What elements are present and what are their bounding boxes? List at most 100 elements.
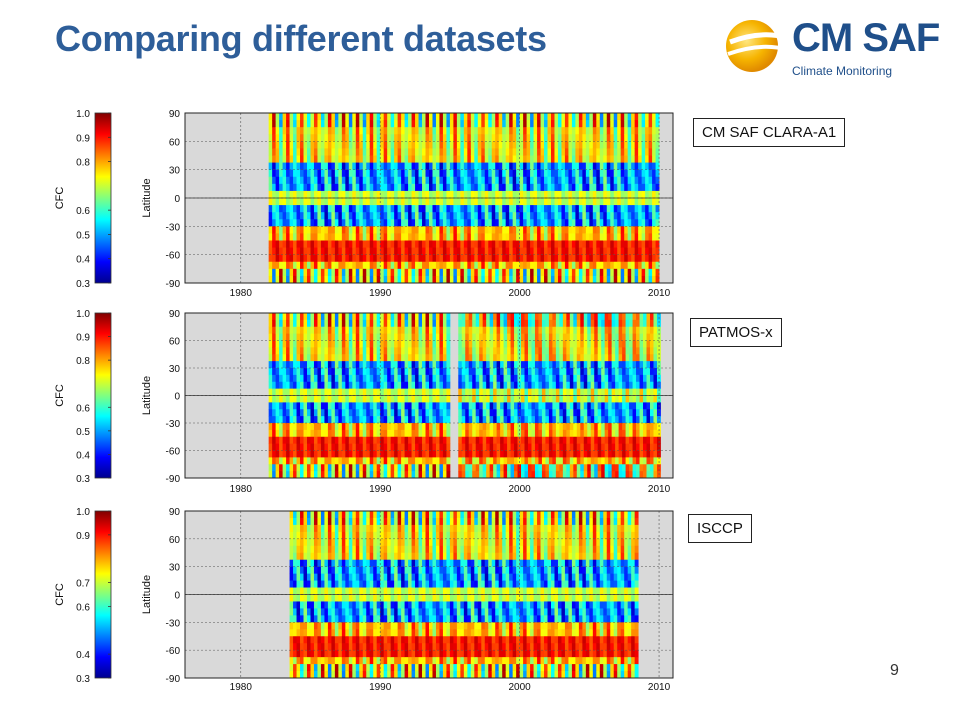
heatmap-cell [331,423,336,431]
heatmap-cell [531,409,536,417]
heatmap-cell [634,212,639,220]
heatmap-cell [583,464,588,472]
heatmap-cell [313,134,318,142]
heatmap-cell [383,395,388,403]
heatmap-cell [338,313,343,321]
heatmap-cell [387,254,392,263]
heatmap-cell [429,120,433,128]
heatmap-cell [286,333,290,341]
heatmap-cell [289,113,294,121]
heatmap-cell [272,354,277,362]
heatmap-cell [307,212,311,220]
heatmap-cell [334,148,339,156]
heatmap-cell [502,275,507,284]
heatmap-cell [415,190,419,199]
heatmap-cell [500,340,504,348]
heatmap-cell [561,212,566,220]
heatmap-cell [578,113,583,121]
heatmap-cell [564,240,569,248]
heatmap-cell [580,402,585,410]
heatmap-cell [461,361,466,369]
heatmap-cell [641,212,646,220]
heatmap-cell [603,233,608,241]
heatmap-cell [573,471,578,479]
heatmap-cell [310,429,315,438]
heatmap-cell [456,240,461,248]
heatmap-cell [538,319,543,328]
heatmap-cell [537,176,541,185]
heatmap-cell [484,261,489,270]
heatmap-cell [491,190,496,199]
heatmap-cell [286,226,290,234]
heatmap-cell [383,176,388,185]
heatmap-cell [279,120,283,128]
heatmap-cell [491,261,496,270]
heatmap-cell [582,169,587,178]
heatmap-cell [582,268,587,277]
heatmap-cell [481,183,486,192]
heatmap-cell [491,254,496,263]
heatmap-cell [359,162,364,171]
heatmap-cell [552,423,557,431]
heatmap-cell [422,381,426,390]
heatmap-cell [435,176,440,185]
heatmap-cell [408,155,412,163]
heatmap-cell [514,361,518,369]
heatmap-cell [435,326,440,335]
heatmap-cell [296,162,301,171]
heatmap-cell [544,176,548,185]
heatmap-cell [484,162,489,171]
heatmap-cell [461,368,466,376]
heatmap-cell [324,429,329,438]
heatmap-cell [589,240,594,248]
heatmap-cell [596,226,601,234]
heatmap-cell [530,120,534,128]
heatmap-cell [601,333,606,341]
heatmap-cell [446,368,451,376]
heatmap-cell [303,155,308,163]
heatmap-cell [422,326,426,335]
heatmap-cell [516,275,521,284]
heatmap-cell [566,361,571,369]
heatmap-cell [516,127,521,135]
heatmap-cell [463,233,468,241]
heatmap-cell [439,190,444,199]
heatmap-cell [390,457,395,465]
heatmap-cell [524,347,529,355]
heatmap-cell [571,183,576,192]
heatmap-cell [481,233,486,241]
heatmap-cell [334,354,339,362]
heatmap-cell [289,261,294,270]
heatmap-cell [355,268,360,277]
heatmap-cell [533,141,538,149]
heatmap-cell [573,347,578,355]
heatmap-cell [458,464,463,472]
heatmap-cell [369,261,374,270]
heatmap-cell [534,409,539,417]
heatmap-cell [408,219,412,227]
heatmap-cell [470,148,475,156]
heatmap-cell [383,113,388,121]
heatmap-cell [531,471,536,479]
heatmap-cell [442,429,447,438]
heatmap-cell [545,436,550,445]
heatmap-cell [415,313,419,321]
heatmap-cell [585,148,590,156]
heatmap-cell [390,319,395,328]
heatmap-cell [507,429,511,438]
heatmap-cell [310,155,315,163]
heatmap-cell [439,374,444,383]
heatmap-cell [596,212,601,220]
heatmap-cell [540,134,545,142]
heatmap-cell [310,212,315,220]
heatmap-cell [460,261,465,270]
heatmap-cell [348,381,353,390]
heatmap-cell [296,409,301,417]
heatmap-cell [537,268,541,277]
heatmap-cell [491,183,496,192]
heatmap-cell [401,313,405,321]
heatmap-cell [411,176,416,185]
heatmap-cell [408,368,412,376]
heatmap-cell [380,326,385,335]
heatmap-cell [355,176,360,185]
